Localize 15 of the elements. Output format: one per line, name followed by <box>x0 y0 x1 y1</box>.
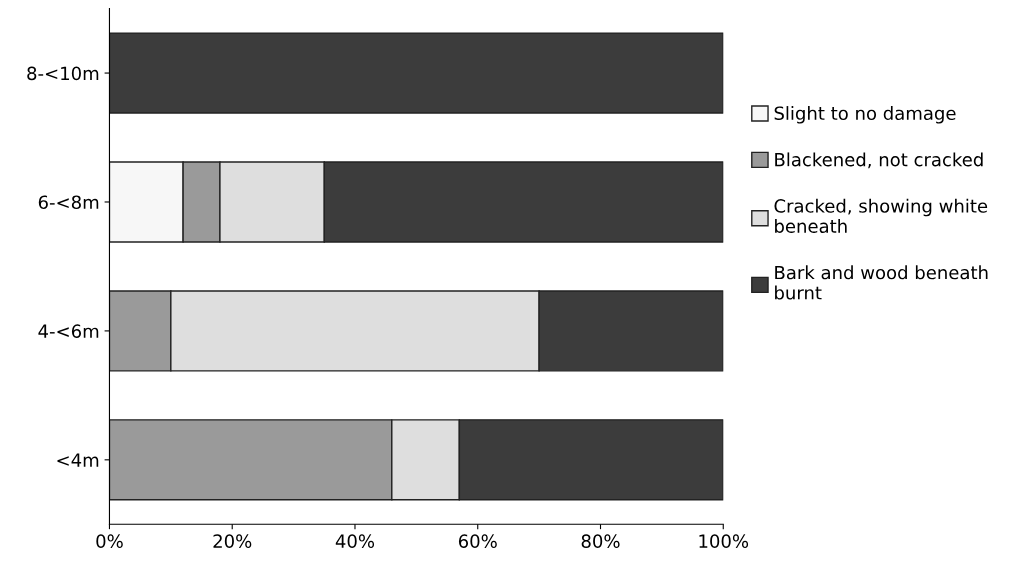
x-tick-label: 100% <box>699 534 749 548</box>
y-tick-label: 8-<10m <box>27 66 99 81</box>
y-tick-label: 4-<6m <box>38 324 99 339</box>
x-tick-label: 40% <box>335 534 375 548</box>
x-tick-label: 60% <box>458 534 497 548</box>
bar <box>109 32 724 114</box>
legend-label: Blackened, not cracked <box>775 152 983 169</box>
legend-label: Cracked, showing white beneath <box>774 198 988 233</box>
y-tick-label: <4m <box>57 453 99 467</box>
legend-label: Bark and wood beneath burnt <box>775 265 988 300</box>
x-tick-label: 0% <box>96 534 123 548</box>
x-tick-label: 20% <box>213 534 252 548</box>
y-tick-label: 6-<8m <box>38 195 99 210</box>
x-tick-label: 80% <box>581 534 620 548</box>
legend-label: Slight to no damage <box>774 106 956 124</box>
